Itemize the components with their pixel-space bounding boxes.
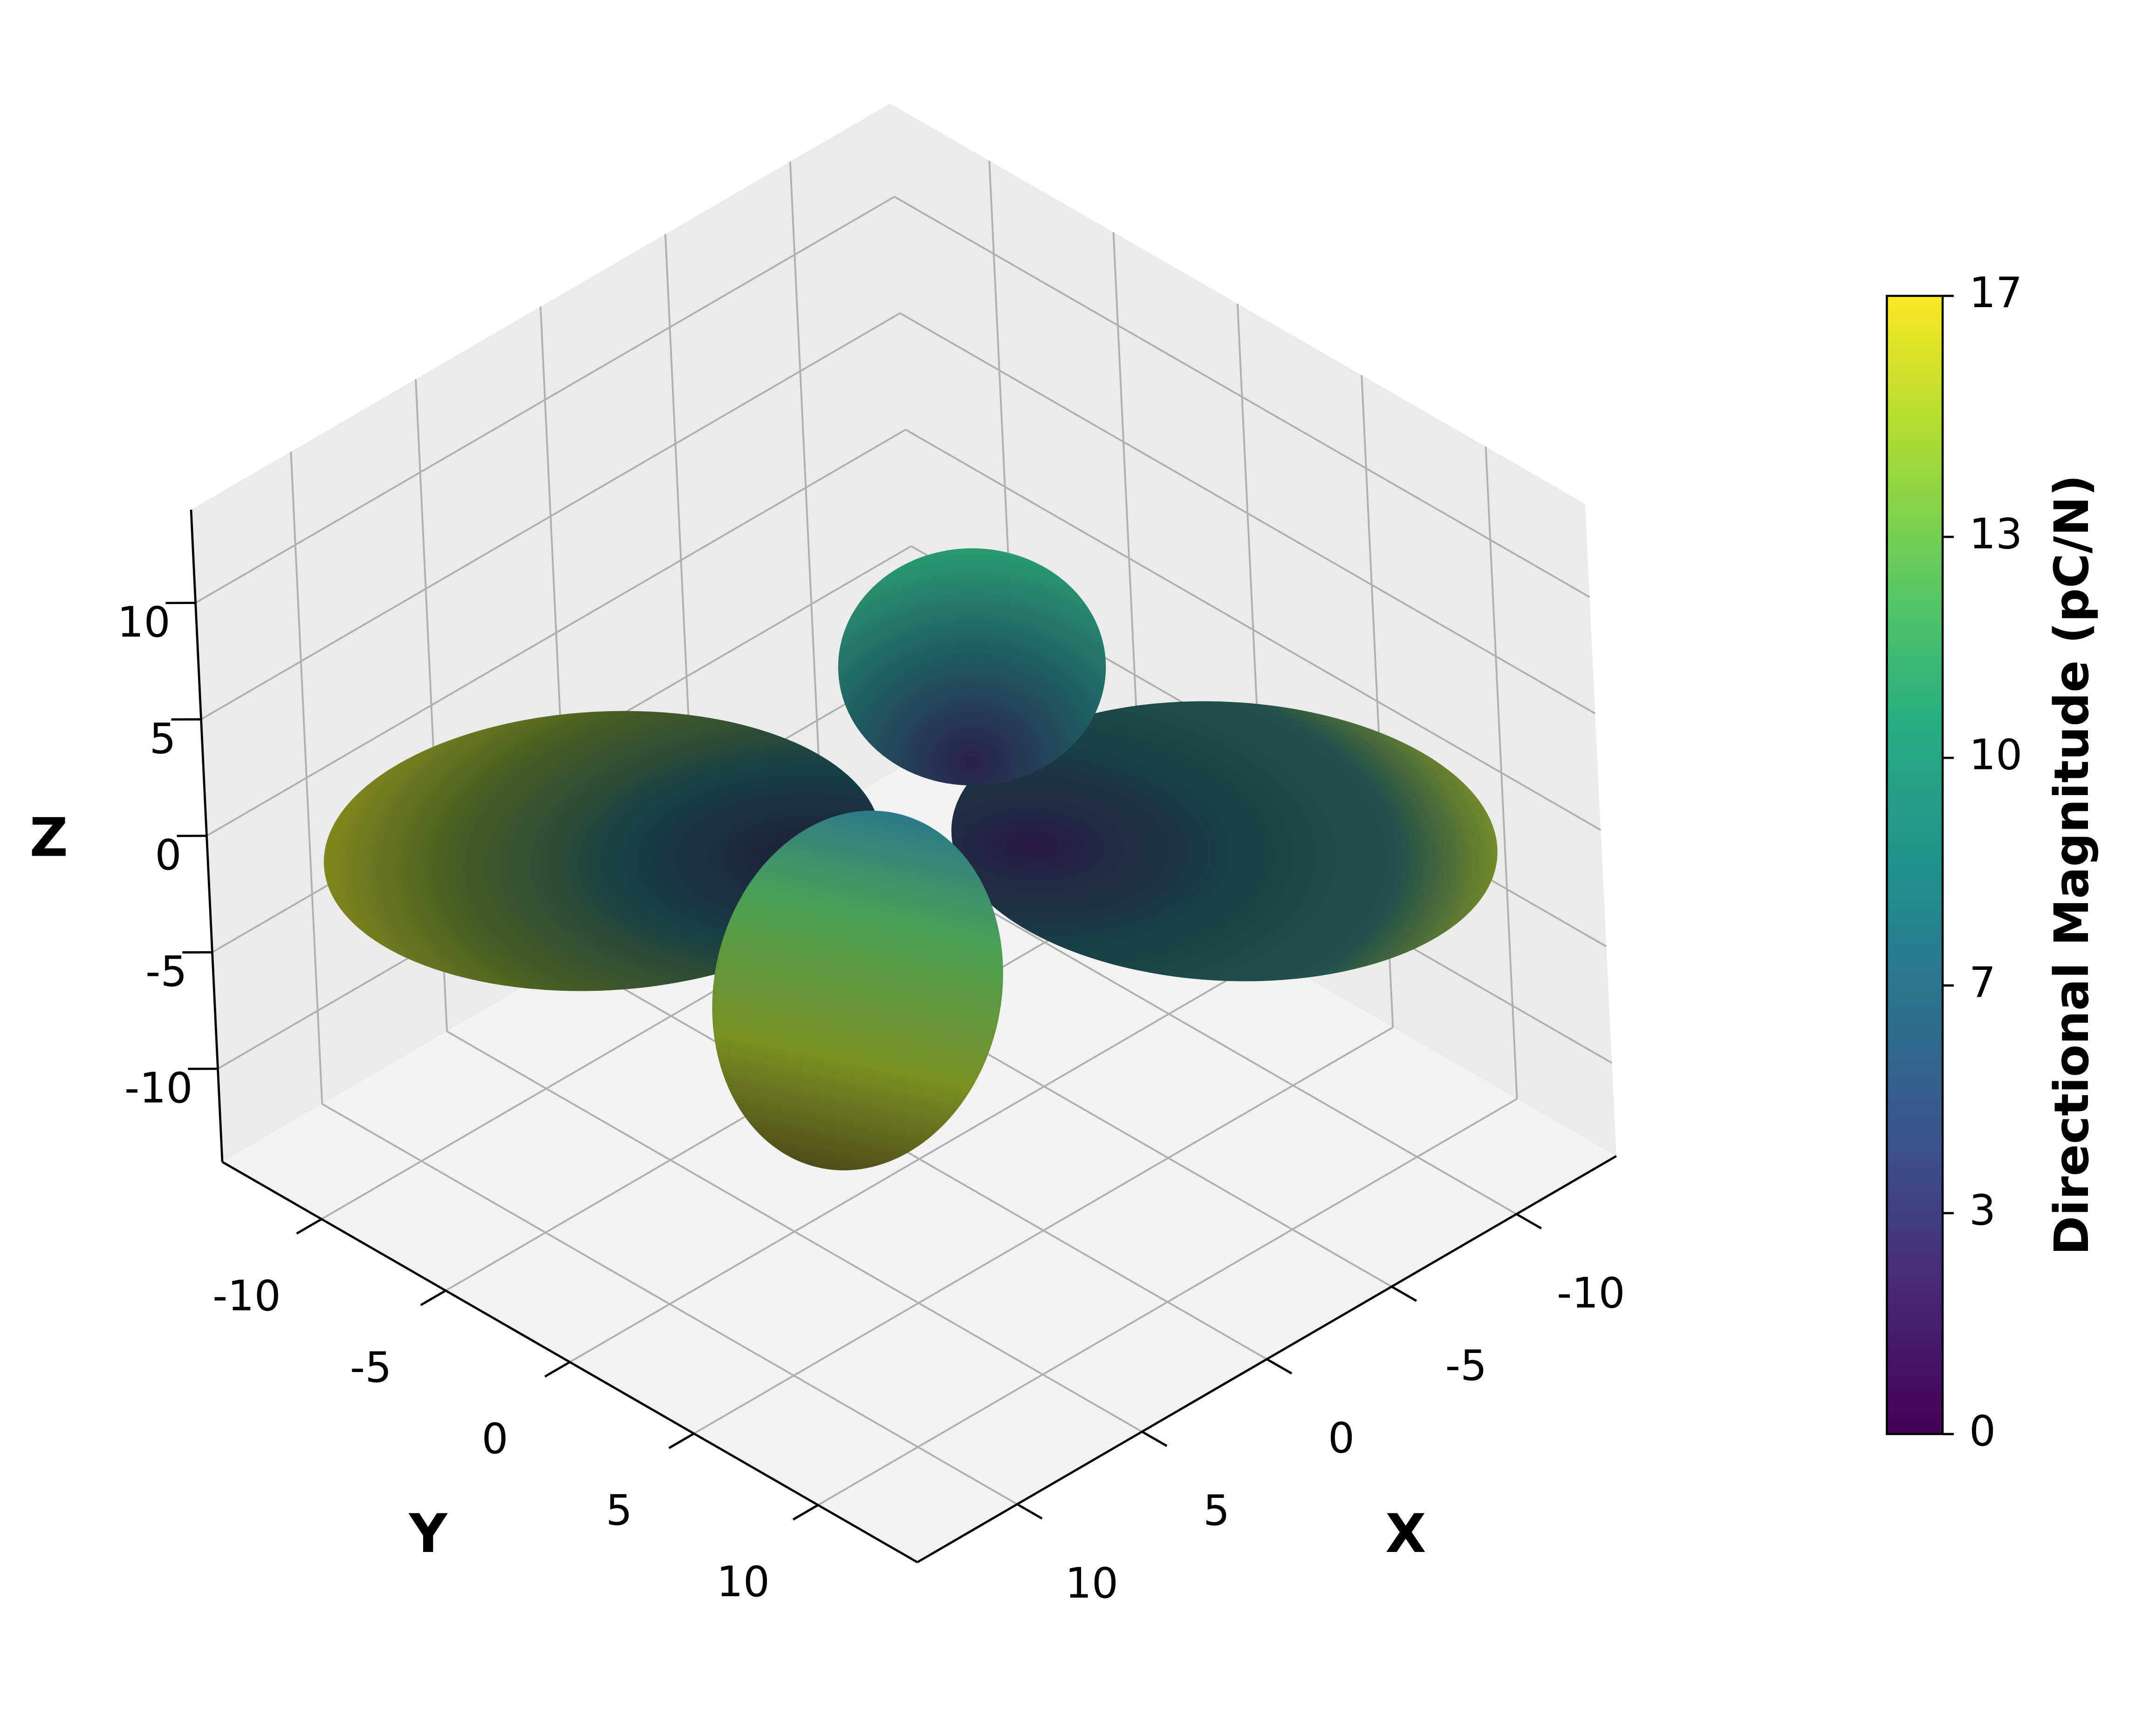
grid-line <box>195 196 895 604</box>
colorbar-label: Directional Magnitude (pC/N) <box>2044 474 2099 1255</box>
grid-line <box>693 1026 1394 1434</box>
x-tick-label: -10 <box>1557 1269 1625 1318</box>
surface-lobe <box>712 810 1003 1171</box>
colorbar-tick-label: 13 <box>1969 510 2022 558</box>
surface <box>323 548 1498 1171</box>
y-tick-label: -5 <box>350 1344 392 1392</box>
z-tick-label: 0 <box>155 831 182 880</box>
grid-line <box>817 1098 1518 1506</box>
colorbar-tick-label: 10 <box>1969 731 2022 779</box>
z-tick-label: 10 <box>117 598 170 647</box>
grid-line <box>899 312 1596 714</box>
grid-line <box>200 312 901 721</box>
surface-lobe <box>838 548 1106 786</box>
y-tick <box>792 1504 819 1521</box>
x-tick-label: -5 <box>1445 1342 1487 1390</box>
z-axis-line <box>190 509 224 1162</box>
y-axis-title: Y <box>408 1503 448 1565</box>
x-tick-label: 0 <box>1328 1414 1355 1463</box>
y-tick <box>296 1218 322 1235</box>
z-tick-label: 5 <box>150 715 176 763</box>
y-tick <box>420 1290 446 1306</box>
x-tick <box>1516 1213 1542 1229</box>
colorbar-tick-label: 0 <box>1969 1407 1996 1455</box>
colorbar-tick-label: 7 <box>1969 959 1996 1007</box>
z-tick-label: -10 <box>124 1064 193 1112</box>
grid-line <box>905 429 1602 831</box>
colorbar-tick-label: 3 <box>1969 1186 1996 1235</box>
colorbar-tick-label: 17 <box>1969 269 2022 317</box>
x-tick-label: 10 <box>1065 1559 1118 1608</box>
y-tick-label: 0 <box>482 1415 508 1463</box>
x-axis-line <box>917 1155 1617 1564</box>
y-tick <box>544 1361 571 1378</box>
y-tick-label: 5 <box>606 1487 632 1535</box>
surface-lobe <box>951 701 1498 981</box>
grid-line <box>206 429 906 837</box>
x-tick <box>1266 1358 1293 1375</box>
x-tick <box>1141 1430 1168 1447</box>
z-tick-label: -5 <box>145 948 187 996</box>
x-tick <box>1016 1503 1043 1520</box>
y-tick-label: -10 <box>212 1272 281 1320</box>
y-axis-line <box>221 1161 918 1564</box>
y-tick <box>668 1432 695 1449</box>
grid-line <box>569 955 1269 1363</box>
grid-line <box>894 196 1590 598</box>
x-tick <box>1391 1285 1417 1302</box>
z-axis-title: Z <box>30 806 68 868</box>
x-axis-title: X <box>1385 1503 1426 1565</box>
x-tick-label: 5 <box>1203 1487 1230 1535</box>
y-tick-label: 10 <box>717 1558 770 1606</box>
colorbar <box>1886 295 1944 1435</box>
